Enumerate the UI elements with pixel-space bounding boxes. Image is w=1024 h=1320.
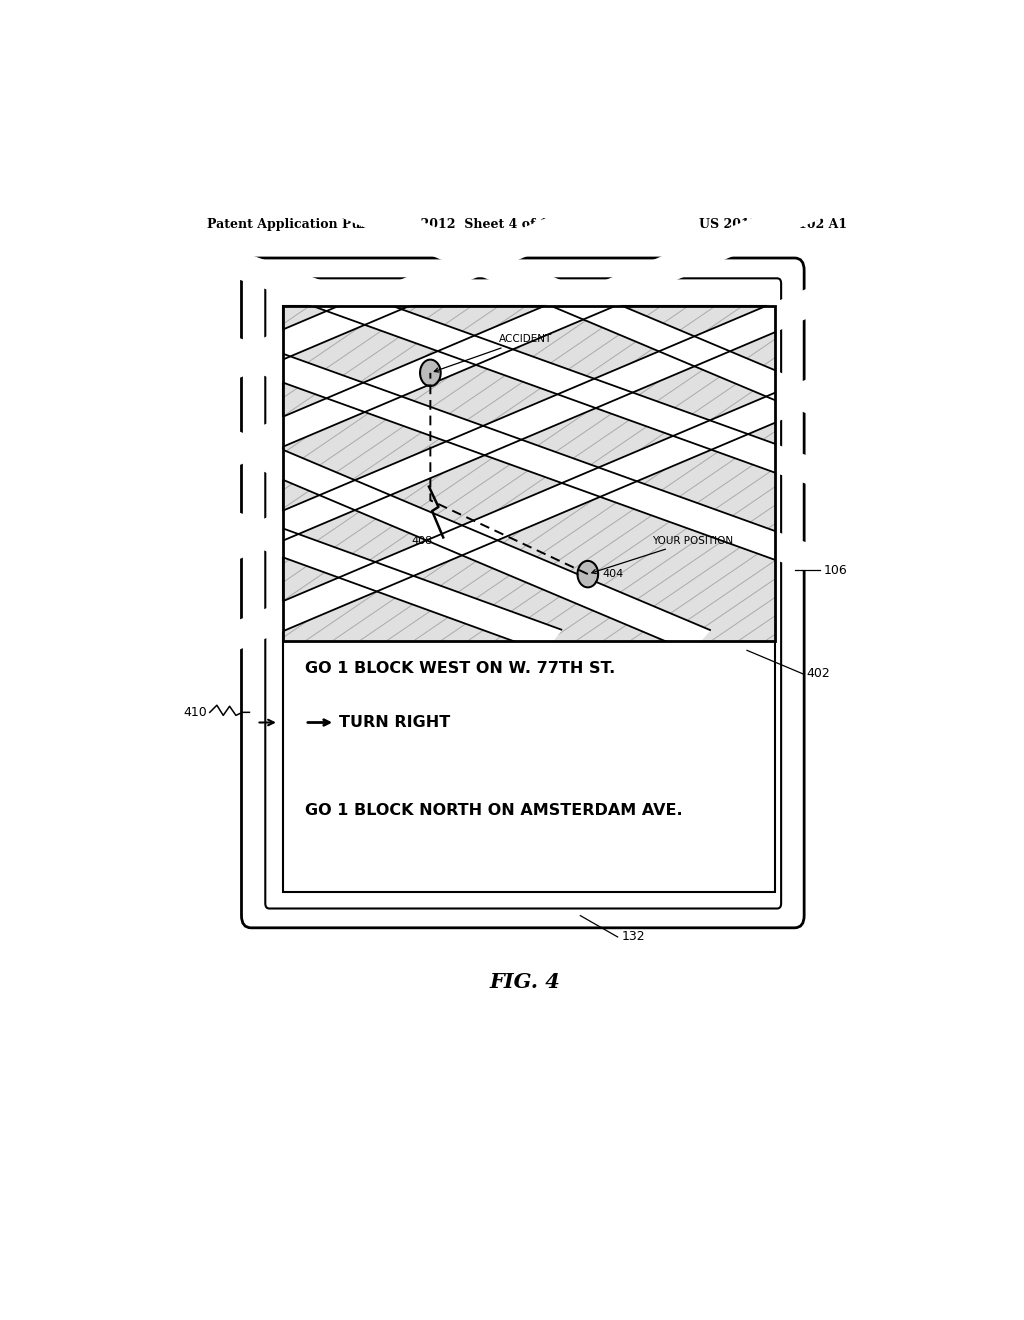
Polygon shape xyxy=(175,496,562,652)
Polygon shape xyxy=(175,234,882,504)
Polygon shape xyxy=(174,83,883,397)
Bar xyxy=(283,642,775,892)
Text: 410: 410 xyxy=(183,706,207,719)
Text: Aug. 30, 2012  Sheet 4 of 15: Aug. 30, 2012 Sheet 4 of 15 xyxy=(357,218,557,231)
Polygon shape xyxy=(174,170,883,484)
Text: 408: 408 xyxy=(412,536,433,546)
Polygon shape xyxy=(174,355,883,669)
Polygon shape xyxy=(174,412,711,652)
FancyBboxPatch shape xyxy=(265,279,781,908)
Text: 404: 404 xyxy=(602,569,624,579)
Bar xyxy=(283,306,775,642)
Circle shape xyxy=(580,562,597,585)
Circle shape xyxy=(422,362,439,384)
Polygon shape xyxy=(175,321,882,593)
Polygon shape xyxy=(298,177,883,437)
FancyBboxPatch shape xyxy=(242,257,804,928)
Text: Patent Application Publication: Patent Application Publication xyxy=(207,218,423,231)
Text: TURN RIGHT: TURN RIGHT xyxy=(339,715,451,730)
Bar xyxy=(283,306,775,642)
Text: GO 1 BLOCK NORTH ON AMSTERDAM AVE.: GO 1 BLOCK NORTH ON AMSTERDAM AVE. xyxy=(305,804,683,818)
Bar xyxy=(283,306,775,642)
Text: 402: 402 xyxy=(807,667,830,680)
Text: GO 1 BLOCK WEST ON W. 77TH ST.: GO 1 BLOCK WEST ON W. 77TH ST. xyxy=(305,661,615,676)
Polygon shape xyxy=(174,265,883,578)
Text: ACCIDENT: ACCIDENT xyxy=(434,334,553,372)
Text: US 2012/0218102 A1: US 2012/0218102 A1 xyxy=(699,218,848,231)
Text: YOUR POSITION: YOUR POSITION xyxy=(592,536,733,574)
Text: 106: 106 xyxy=(824,564,848,577)
Bar xyxy=(283,306,775,642)
Text: FIG. 4: FIG. 4 xyxy=(489,972,560,991)
Text: 132: 132 xyxy=(622,931,645,944)
